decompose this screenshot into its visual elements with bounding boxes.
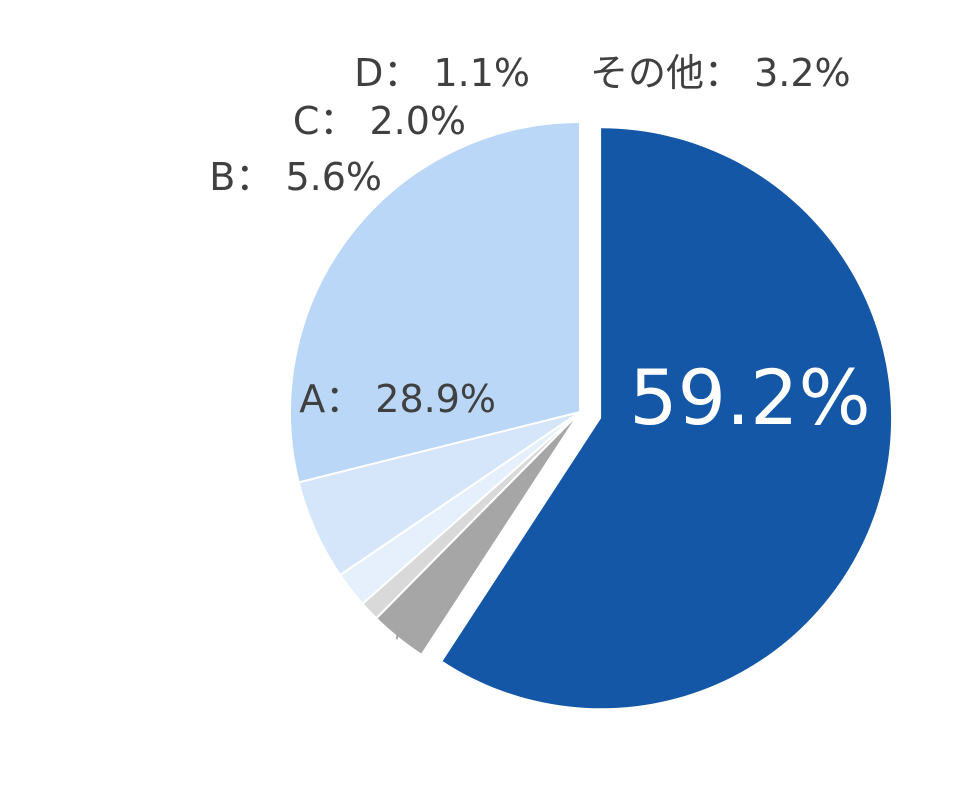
slice-label-main: 59.2% [629,353,870,442]
slice-label-b: B： 5.6% [209,155,382,199]
slice-a [289,120,581,484]
slices-layer [289,120,892,709]
slice-label-d: D： 1.1% [354,51,530,95]
slice-main [442,128,892,709]
labels-layer: 59.2% その他： 3.2% D： 1.1% C： 2.0% B： 5.6% … [209,51,870,442]
slice-label-a: A： 28.9% [299,377,496,421]
leader-line-other [395,602,425,640]
slice-label-c: C： 2.0% [293,99,466,143]
leader-lines [395,602,425,640]
slice-label-other: その他： 3.2% [590,51,851,95]
